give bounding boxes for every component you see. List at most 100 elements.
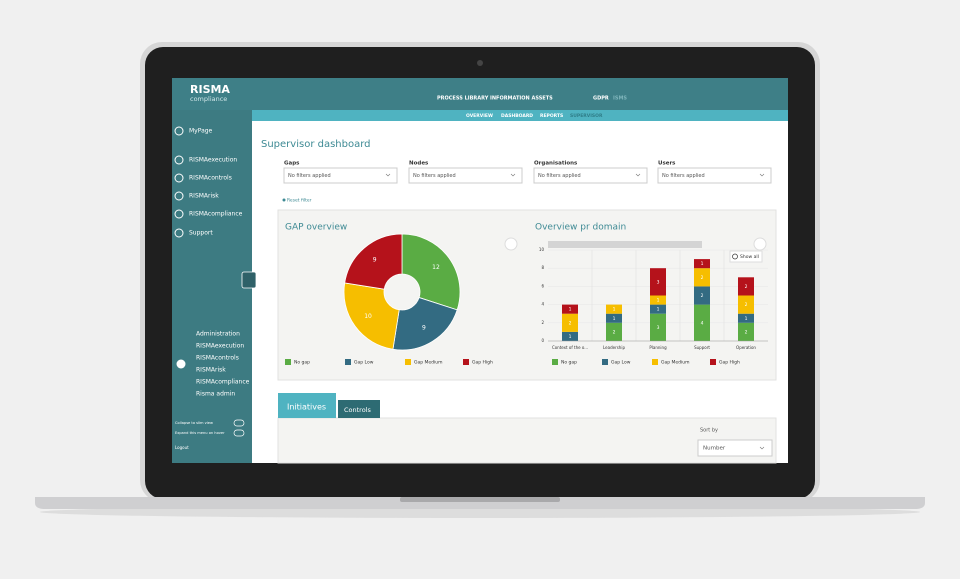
bar-segment[interactable] (650, 313, 666, 341)
donut-slice[interactable] (392, 297, 458, 351)
x-tick-label: Support (694, 345, 710, 350)
bar-segment[interactable] (694, 259, 710, 269)
x-tick-label: Operation (736, 345, 756, 350)
slice-label: 12 (432, 264, 440, 271)
tab-active[interactable] (278, 393, 336, 418)
subnav-item[interactable]: REPORTS (540, 113, 563, 119)
settings-icon (176, 359, 186, 369)
legend-swatch (285, 359, 291, 365)
show-all[interactable]: Show all (740, 254, 759, 260)
menu-item[interactable]: RISMAcompliance (189, 211, 243, 218)
admin-item[interactable]: Risma admin (196, 391, 235, 398)
tab[interactable]: Initiatives (287, 403, 326, 412)
y-tick-label: 10 (539, 247, 545, 252)
toggle[interactable] (233, 429, 245, 437)
bar-segment[interactable] (606, 322, 622, 341)
bar-segment[interactable] (606, 313, 622, 323)
filter-label: Gaps (284, 161, 300, 167)
slice-label: 9 (373, 257, 377, 264)
bar-segment[interactable] (562, 313, 578, 332)
download-icon[interactable] (753, 237, 767, 251)
laptop-base (35, 497, 925, 509)
legend-swatch (602, 359, 608, 365)
legend-swatch (652, 359, 658, 365)
filter-select[interactable] (657, 167, 772, 184)
bar-segment[interactable] (562, 331, 578, 341)
tab[interactable]: Controls (344, 406, 371, 414)
legend-label[interactable]: Gap High (472, 360, 493, 366)
subnav-item[interactable]: DASHBOARD (501, 113, 533, 119)
bar-segment[interactable] (562, 304, 578, 314)
menu-item[interactable]: Support (189, 230, 213, 237)
filter-value[interactable]: No filters applied (288, 173, 331, 179)
legend-label[interactable]: Gap Medium (661, 360, 690, 366)
admin-item[interactable]: RISMAexecution (196, 343, 244, 350)
logo-sub: compliance (190, 95, 227, 103)
bar-segment[interactable] (694, 286, 710, 305)
legend-swatch (345, 359, 351, 365)
bar-segment[interactable] (606, 304, 622, 314)
y-tick-label: 2 (541, 320, 544, 325)
legend-label[interactable]: Gap Low (354, 360, 374, 366)
donut-slice[interactable] (343, 282, 400, 350)
menu-icon (174, 228, 184, 238)
bar-segment[interactable] (650, 295, 666, 305)
bar-label: 1 (613, 307, 616, 313)
bar-label: 3 (657, 325, 660, 331)
bar-segment[interactable] (650, 304, 666, 314)
x-tick-label: Planning (649, 345, 667, 350)
menu-item[interactable]: MyPage (189, 128, 213, 135)
admin-item[interactable]: RISMArisk (196, 367, 226, 374)
logout[interactable]: Logout (175, 445, 189, 450)
menu-item[interactable]: RISMArisk (189, 193, 219, 200)
nav-item[interactable]: GDPR (593, 96, 609, 102)
legend-label[interactable]: Gap Medium (414, 360, 443, 366)
bar-segment[interactable] (694, 268, 710, 287)
toggle[interactable] (233, 419, 245, 427)
sub-bar (252, 110, 788, 121)
y-tick-label: 4 (541, 302, 544, 307)
menu-item[interactable]: RISMAcontrols (189, 175, 232, 182)
sidebar-toggle[interactable] (241, 271, 257, 289)
bar-label: 1 (657, 307, 660, 313)
bar-segment[interactable] (738, 277, 754, 296)
filter-value[interactable]: No filters applied (413, 173, 456, 179)
tab[interactable] (338, 400, 380, 418)
filter-select[interactable] (533, 167, 648, 184)
admin-item[interactable]: RISMAcontrols (196, 355, 239, 362)
toggle-label: Collapse to slim view (175, 421, 213, 425)
filter-value[interactable]: No filters applied (662, 173, 705, 179)
download-icon[interactable] (504, 237, 518, 251)
legend-label[interactable]: No gap (294, 360, 310, 366)
bar-segment[interactable] (738, 295, 754, 314)
legend-label[interactable]: Gap High (719, 360, 740, 366)
admin-item[interactable]: Administration (196, 331, 240, 338)
menu-icon (174, 191, 184, 201)
sort-select[interactable] (697, 439, 773, 457)
filter-select[interactable] (283, 167, 398, 184)
legend-label[interactable]: No gap (561, 360, 577, 366)
admin-item[interactable]: RISMAcompliance (196, 379, 250, 386)
filter-select[interactable] (408, 167, 523, 184)
y-tick-label: 0 (541, 338, 544, 343)
bar-segment[interactable] (650, 268, 666, 296)
legend-swatch (405, 359, 411, 365)
bar-segment[interactable] (738, 322, 754, 341)
menu-item[interactable]: RISMAexecution (189, 157, 237, 164)
subnav-item[interactable]: SUPERVISOR (570, 113, 603, 119)
nav-item[interactable]: INFORMATION ASSETS (490, 96, 553, 102)
nav-item[interactable]: ISMS (613, 96, 627, 102)
show-all-button[interactable] (729, 250, 763, 263)
filter-value[interactable]: No filters applied (538, 173, 581, 179)
reset-filter[interactable]: Reset filter (287, 198, 312, 204)
bar-segment[interactable] (738, 313, 754, 323)
bar-segment[interactable] (694, 304, 710, 341)
donut-slice[interactable] (344, 233, 403, 290)
sort-value[interactable]: Number (703, 446, 726, 452)
legend-label[interactable]: Gap Low (611, 360, 631, 366)
subnav-item[interactable]: OVERVIEW (466, 113, 493, 119)
donut-slice[interactable] (401, 233, 461, 311)
bar-label: 1 (569, 307, 572, 313)
nav-item[interactable]: PROCESS LIBRARY (437, 96, 489, 102)
